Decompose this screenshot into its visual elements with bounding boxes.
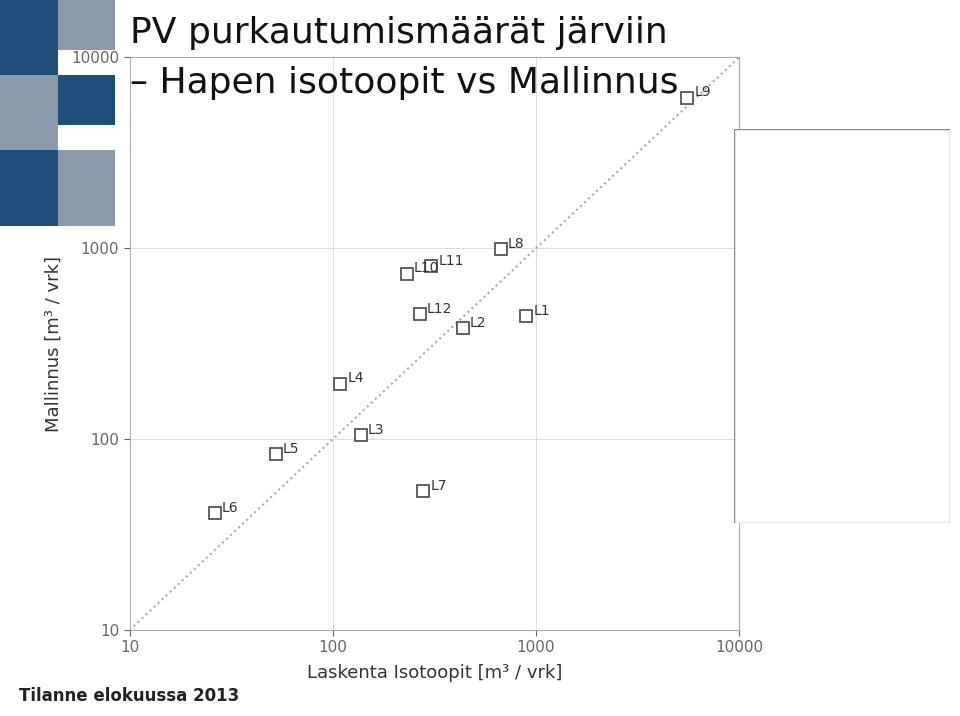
Text: – Hapen isotoopit vs Mallinnus: – Hapen isotoopit vs Mallinnus xyxy=(130,67,678,100)
Text: L11: L11 xyxy=(439,253,464,268)
Text: L6: L6 xyxy=(222,500,238,515)
Text: Tilanne elokuussa 2013: Tilanne elokuussa 2013 xyxy=(19,687,239,705)
Text: L2: L2 xyxy=(470,316,487,329)
Text: L3: L3 xyxy=(368,422,384,437)
X-axis label: Laskenta Isotoopit [m³ / vrk]: Laskenta Isotoopit [m³ / vrk] xyxy=(306,664,563,682)
Text: L12: L12 xyxy=(427,301,452,316)
Text: L1: L1 xyxy=(534,304,550,318)
Text: L5: L5 xyxy=(283,442,300,456)
Text: L4: L4 xyxy=(348,372,364,385)
Text: L10: L10 xyxy=(414,261,440,275)
Text: PV purkautumismäärät järviin: PV purkautumismäärät järviin xyxy=(130,16,667,50)
Text: L7: L7 xyxy=(430,479,446,493)
Text: L8: L8 xyxy=(508,237,524,251)
Text: L9: L9 xyxy=(694,85,711,100)
Y-axis label: Mallinnus [m³ / vrk]: Mallinnus [m³ / vrk] xyxy=(45,256,62,432)
